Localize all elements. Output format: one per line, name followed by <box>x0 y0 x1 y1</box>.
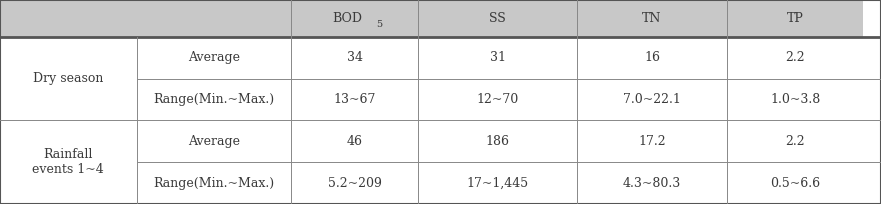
Text: BOD: BOD <box>332 12 363 25</box>
Text: 5.2~209: 5.2~209 <box>328 177 381 190</box>
Bar <box>577 162 727 204</box>
Text: TN: TN <box>642 12 662 25</box>
Bar <box>418 37 577 79</box>
Text: Average: Average <box>188 51 240 64</box>
Bar <box>577 0 727 37</box>
Bar <box>137 0 291 37</box>
Bar <box>727 0 863 37</box>
Bar <box>291 37 418 79</box>
Text: 46: 46 <box>346 135 363 148</box>
Bar <box>291 162 418 204</box>
Text: SS: SS <box>489 12 507 25</box>
Bar <box>727 162 863 204</box>
Text: Range(Min.~Max.): Range(Min.~Max.) <box>153 177 274 190</box>
Bar <box>137 37 291 79</box>
Bar <box>577 120 727 162</box>
Text: 2.2: 2.2 <box>785 51 805 64</box>
Text: Dry season: Dry season <box>33 72 103 85</box>
Text: 0.5~6.6: 0.5~6.6 <box>770 177 820 190</box>
Bar <box>577 79 727 120</box>
Bar <box>0 120 137 162</box>
Text: 31: 31 <box>490 51 506 64</box>
Text: 34: 34 <box>346 51 363 64</box>
Bar <box>137 162 291 204</box>
Bar <box>418 79 577 120</box>
Text: 16: 16 <box>644 51 660 64</box>
Bar <box>418 120 577 162</box>
Text: 17.2: 17.2 <box>638 135 666 148</box>
Bar <box>291 0 418 37</box>
Text: Rainfall
events 1~4: Rainfall events 1~4 <box>33 148 104 176</box>
Bar <box>0 162 137 204</box>
Bar <box>0 37 137 79</box>
Bar <box>137 120 291 162</box>
Text: 7.0~22.1: 7.0~22.1 <box>623 93 681 106</box>
Text: 2.2: 2.2 <box>785 135 805 148</box>
Text: Average: Average <box>188 135 240 148</box>
Text: 5: 5 <box>376 20 382 29</box>
Bar <box>727 37 863 79</box>
Text: 17~1,445: 17~1,445 <box>467 177 529 190</box>
Bar <box>418 162 577 204</box>
Text: 13~67: 13~67 <box>333 93 376 106</box>
Text: 4.3~80.3: 4.3~80.3 <box>623 177 681 190</box>
Bar <box>0 79 137 120</box>
Bar <box>291 79 418 120</box>
Text: 12~70: 12~70 <box>477 93 519 106</box>
Bar <box>577 37 727 79</box>
Text: Range(Min.~Max.): Range(Min.~Max.) <box>153 93 274 106</box>
Text: TP: TP <box>787 12 803 25</box>
Bar <box>418 0 577 37</box>
Bar <box>137 79 291 120</box>
Text: 186: 186 <box>485 135 510 148</box>
Bar <box>727 120 863 162</box>
Text: 1.0~3.8: 1.0~3.8 <box>770 93 820 106</box>
Bar <box>0 0 137 37</box>
Bar <box>291 120 418 162</box>
Bar <box>727 79 863 120</box>
